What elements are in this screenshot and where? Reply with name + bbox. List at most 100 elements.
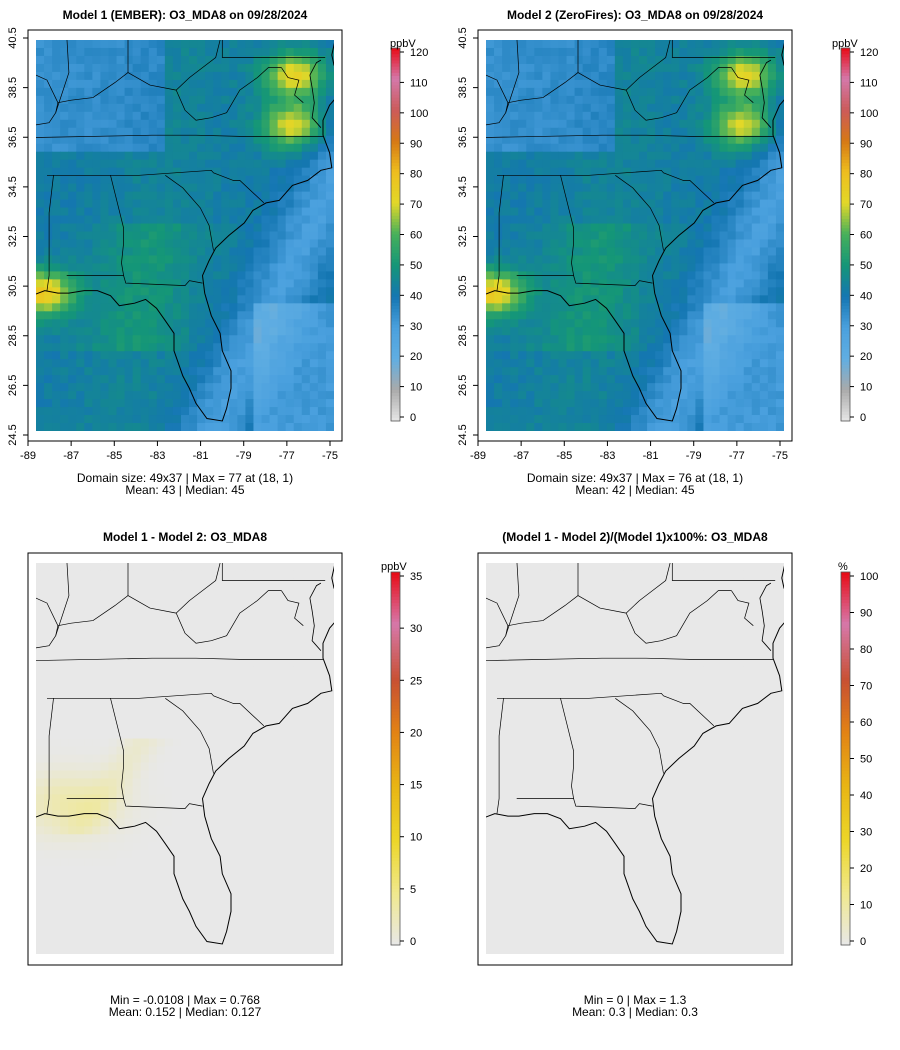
grid-cell [494, 311, 503, 320]
grid-cell [663, 271, 672, 280]
grid-cell [534, 407, 543, 416]
grid-cell [165, 184, 174, 193]
grid-cell [671, 96, 680, 105]
grid-cell [542, 375, 551, 384]
grid-cell [253, 611, 262, 620]
grid-cell [68, 762, 77, 771]
grid-cell [591, 120, 600, 129]
grid-cell [728, 152, 737, 161]
grid-cell [647, 40, 656, 49]
grid-cell [286, 112, 295, 121]
grid-cell [310, 224, 319, 233]
grid-cell [36, 731, 45, 740]
grid-cell [149, 659, 158, 668]
grid-cell [245, 391, 254, 400]
grid-cell [262, 216, 271, 225]
grid-cell [173, 224, 182, 233]
grid-cell [558, 176, 567, 185]
colorbar-step [391, 185, 400, 189]
grid-cell [486, 247, 495, 256]
grid-cell [68, 56, 77, 65]
grid-cell [575, 375, 584, 384]
grid-cell [221, 224, 230, 233]
grid-cell [205, 327, 214, 336]
grid-cell [181, 72, 190, 81]
colorbar-step [841, 85, 850, 89]
grid-cell [52, 128, 61, 137]
grid-cell [326, 303, 335, 312]
colorbar-step [841, 67, 850, 71]
grid-cell [591, 423, 600, 432]
grid-cell [125, 216, 134, 225]
grid-cell [567, 152, 576, 161]
grid-cell [695, 104, 704, 113]
grid-cell [486, 335, 495, 344]
grid-cell [253, 723, 262, 732]
grid-cell [270, 144, 279, 153]
grid-cell [302, 627, 311, 636]
grid-cell [736, 64, 745, 73]
grid-cell [318, 571, 327, 580]
grid-cell [486, 303, 495, 312]
grid-cell [173, 423, 182, 432]
colorbar-step [391, 312, 400, 316]
grid-cell [720, 335, 729, 344]
grid-cell [679, 423, 688, 432]
grid-cell [92, 104, 101, 113]
grid-cell [141, 359, 150, 368]
colorbar-step [841, 98, 850, 102]
grid-cell [679, 271, 688, 280]
grid-cell [550, 383, 559, 392]
grid-cell [92, 311, 101, 320]
grid-cell [639, 72, 648, 81]
grid-cell [575, 112, 584, 121]
grid-cell [703, 327, 712, 336]
grid-cell [776, 144, 785, 153]
grid-cell [631, 192, 640, 201]
grid-cell [768, 144, 777, 153]
grid-cell [278, 739, 287, 748]
grid-cell [494, 128, 503, 137]
grid-cell [502, 367, 511, 376]
grid-cell [550, 112, 559, 121]
grid-cell [558, 399, 567, 408]
grid-cell [149, 176, 158, 185]
grid-cell [736, 271, 745, 280]
grid-cell [615, 351, 624, 360]
grid-cell [776, 216, 785, 225]
grid-cell [599, 367, 608, 376]
grid-cell [768, 319, 777, 328]
grid-cell [84, 587, 93, 596]
grid-cell [133, 683, 142, 692]
grid-cell [494, 80, 503, 89]
grid-cell [744, 327, 753, 336]
grid-cell [197, 659, 206, 668]
grid-cell [76, 675, 85, 684]
grid-cell [286, 40, 295, 49]
grid-cell [245, 651, 254, 660]
grid-cell [647, 303, 656, 312]
grid-cell [776, 343, 785, 352]
grid-cell [100, 778, 109, 787]
grid-cell [165, 770, 174, 779]
grid-cell [165, 112, 174, 121]
grid-cell [728, 247, 737, 256]
grid-cell [165, 739, 174, 748]
grid-cell [36, 80, 45, 89]
grid-cell [213, 707, 222, 716]
grid-cell [52, 723, 61, 732]
grid-cell [679, 160, 688, 169]
grid-cell [655, 184, 664, 193]
colorbar-step [841, 297, 850, 301]
grid-cell [599, 208, 608, 217]
grid-cell [213, 152, 222, 161]
y-tick-label: 36.5 [457, 127, 469, 148]
grid-cell [60, 683, 69, 692]
grid-cell [695, 415, 704, 424]
grid-cell [229, 247, 238, 256]
grid-cell [494, 255, 503, 264]
grid-cell [534, 423, 543, 432]
grid-cell [68, 48, 77, 57]
grid-cell [52, 263, 61, 272]
grid-cell [237, 651, 246, 660]
